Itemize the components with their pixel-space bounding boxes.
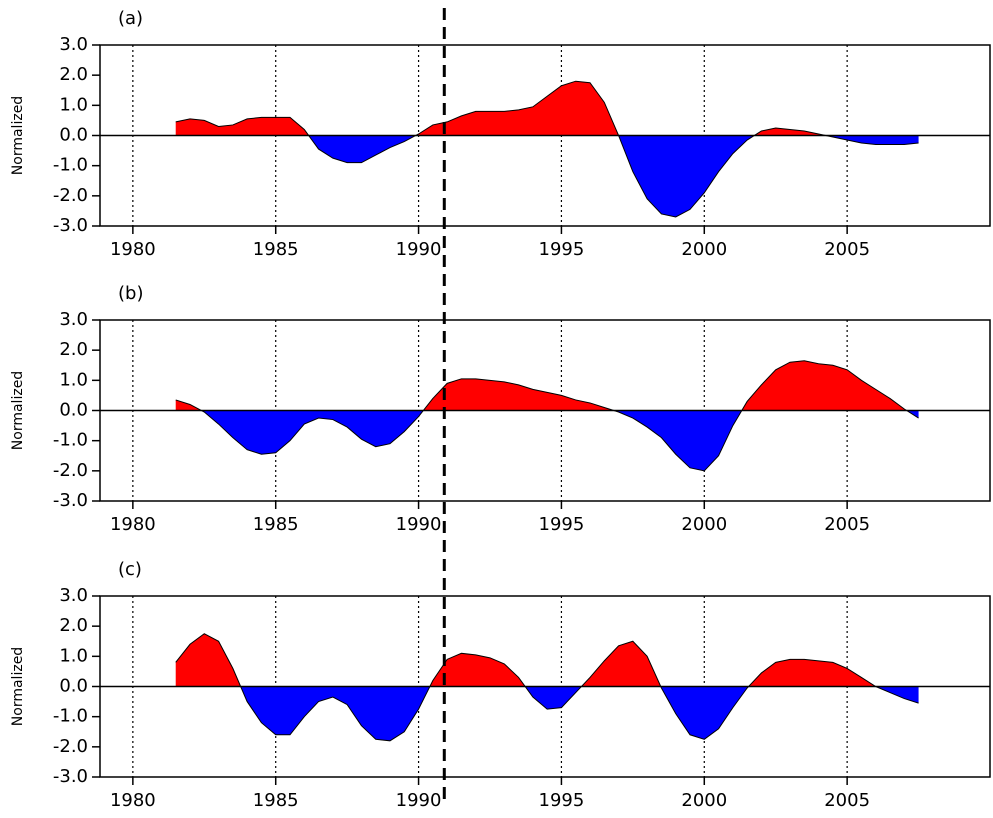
x-tick-label: 2000	[681, 239, 727, 260]
panel-label: (c)	[118, 559, 142, 580]
y-tick-label: 2.0	[59, 615, 88, 636]
x-tick-label: 1985	[253, 239, 299, 260]
x-tick-label: 1980	[110, 514, 156, 535]
positive-area	[175, 81, 919, 136]
y-tick-label: 3.0	[59, 34, 88, 55]
series-outline	[175, 633, 919, 742]
series-outline	[175, 360, 919, 472]
y-tick-label: -2.0	[53, 736, 88, 757]
x-tick-label: 2000	[681, 790, 727, 811]
series-outline	[175, 80, 919, 218]
y-tick-label: 3.0	[59, 309, 88, 330]
y-tick-label: -3.0	[53, 766, 88, 787]
y-tick-label: 2.0	[59, 64, 88, 85]
x-tick-label: 2005	[824, 239, 870, 260]
y-tick-label: -2.0	[53, 185, 88, 206]
y-tick-label: -1.0	[53, 155, 88, 176]
x-tick-label: 2005	[824, 790, 870, 811]
y-tick-label: 1.0	[59, 94, 88, 115]
y-tick-label: 1.0	[59, 369, 88, 390]
x-tick-label: 2000	[681, 514, 727, 535]
positive-area	[175, 633, 919, 687]
x-tick-label: 1980	[110, 790, 156, 811]
y-tick-label: 3.0	[59, 585, 88, 606]
x-tick-label: 1990	[396, 239, 442, 260]
x-tick-label: 1995	[539, 514, 585, 535]
positive-area	[175, 360, 919, 411]
y-tick-label: -3.0	[53, 490, 88, 511]
x-tick-label: 1990	[396, 790, 442, 811]
x-tick-label: 1985	[253, 790, 299, 811]
y-axis-label: Normalized	[10, 647, 26, 726]
negative-area	[175, 135, 919, 217]
y-tick-label: 0.0	[59, 676, 88, 697]
y-tick-label: 0.0	[59, 400, 88, 421]
y-tick-label: -1.0	[53, 430, 88, 451]
x-tick-label: 1995	[539, 239, 585, 260]
y-tick-label: 0.0	[59, 125, 88, 146]
plot-frame	[99, 319, 991, 502]
panel-label: (a)	[118, 8, 143, 29]
y-axis-label: Normalized	[10, 371, 26, 450]
y-tick-label: -3.0	[53, 215, 88, 236]
x-tick-label: 1995	[539, 790, 585, 811]
plot-frame	[99, 595, 991, 778]
negative-area	[175, 686, 919, 741]
plot-frame	[99, 44, 991, 227]
y-axis-label: Normalized	[10, 96, 26, 175]
x-tick-label: 1980	[110, 239, 156, 260]
y-tick-label: -2.0	[53, 460, 88, 481]
x-tick-label: 1990	[396, 514, 442, 535]
x-tick-label: 1985	[253, 514, 299, 535]
panel-label: (b)	[118, 283, 143, 304]
x-tick-label: 2005	[824, 514, 870, 535]
y-tick-label: -1.0	[53, 706, 88, 727]
y-tick-label: 2.0	[59, 339, 88, 360]
y-tick-label: 1.0	[59, 645, 88, 666]
